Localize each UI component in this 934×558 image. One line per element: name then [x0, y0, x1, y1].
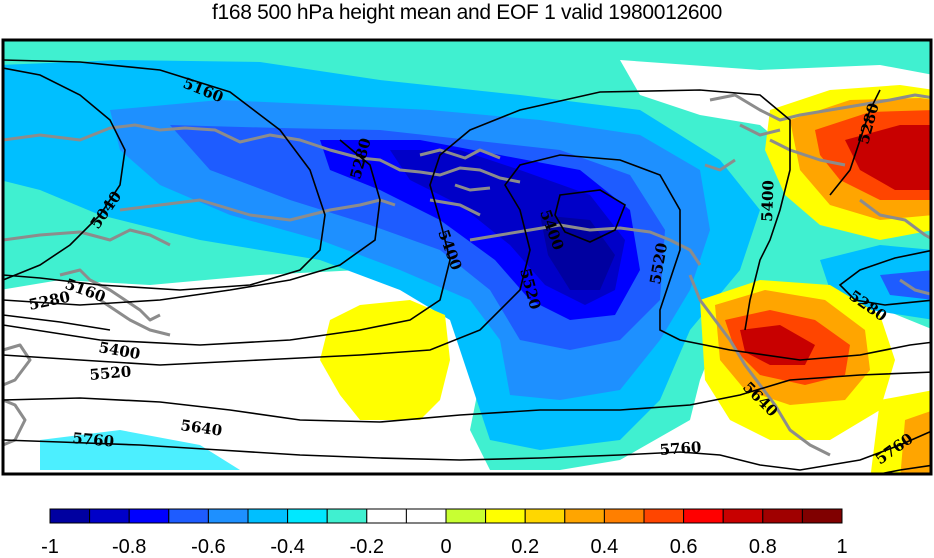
positive-region-southeast-orange — [900, 411, 931, 474]
colorbar-swatch — [445, 508, 487, 524]
colorbar-swatch — [326, 508, 368, 524]
colorbar-swatch — [683, 508, 724, 524]
contour-5160 — [3, 59, 326, 291]
contour-label: 5640 — [179, 416, 223, 440]
contour-5760 — [3, 430, 931, 471]
colorbar-swatch — [89, 508, 130, 524]
contour-label: 5760 — [659, 438, 702, 459]
neutral-region-southwest — [3, 270, 931, 474]
colorbar-swatch — [801, 508, 843, 524]
contour-label: 5520 — [89, 362, 132, 384]
contour-5280-east — [838, 249, 931, 306]
contour-closed-low — [554, 189, 626, 243]
contour-5280 — [3, 139, 381, 331]
contour-label: 5400 — [758, 180, 777, 222]
light-blue-band-east — [820, 245, 931, 320]
colorbar-swatch — [247, 508, 289, 524]
positive-region-northeast-core — [845, 125, 931, 190]
yellow-region-center — [320, 300, 450, 420]
colorbar-swatch — [207, 508, 249, 524]
coastline-canada-north — [709, 93, 931, 122]
colorbar-swatch — [168, 508, 209, 524]
plot-frame — [1, 38, 933, 476]
coastline-atlantic — [899, 278, 931, 296]
contour-5520 — [3, 154, 931, 366]
colorbar-swatch — [762, 508, 803, 524]
colorbar-tick-label: 0.2 — [511, 536, 540, 558]
positive-region-east-core — [740, 325, 815, 365]
height-contours — [3, 59, 931, 474]
colorbar-swatch — [128, 508, 170, 524]
contour-5400 — [3, 89, 791, 346]
colorbar-swatch — [287, 508, 328, 524]
colorbar-swatch — [643, 508, 685, 524]
colorbar-tick-label: 0.6 — [669, 536, 698, 558]
colorbar-tick-label: -1 — [41, 536, 59, 558]
colorbar-tick-label: -0.6 — [191, 536, 226, 558]
colorbar-swatch — [366, 508, 407, 524]
coastline-hudson — [769, 138, 931, 241]
colorbar-swatch — [564, 508, 605, 524]
colorbar-tick-label: 0.4 — [590, 536, 619, 558]
coastline-east-asia — [3, 228, 171, 337]
colorbar-swatch — [603, 508, 645, 524]
colorbar-tick-label: -0.8 — [111, 536, 147, 558]
core-blue-region — [540, 215, 615, 290]
coastline-canada-west — [688, 274, 831, 457]
colorbar-swatch — [49, 508, 91, 524]
contour-5280-northeast — [829, 89, 881, 196]
contour-5760-southeast — [875, 464, 931, 474]
coastline-asia-pacific — [119, 198, 396, 222]
colorbar-swatch — [524, 508, 566, 524]
colorbar-swatch — [722, 508, 764, 524]
colorbar-tick-label: 1 — [836, 536, 848, 558]
colorbar-tick-label: 0 — [440, 536, 452, 558]
eof-shading — [3, 40, 931, 474]
colorbar-tick-label: 0.8 — [748, 536, 777, 558]
coastline-arctic-islands — [419, 148, 501, 217]
colorbar-swatch — [485, 508, 526, 524]
colorbar-tick-label: -0.4 — [270, 536, 305, 558]
coastline-arctic-east — [704, 123, 781, 172]
contour-label: 5760 — [72, 429, 115, 451]
map-title: f168 500 hPa height mean and EOF 1 valid… — [211, 1, 723, 24]
coastline-japan — [3, 343, 32, 447]
coastline-north-asia — [3, 123, 521, 184]
colorbar-tick-label: -0.2 — [349, 536, 385, 558]
coastlines — [3, 93, 931, 457]
colorbar-swatch — [405, 508, 447, 524]
contour-5040 — [3, 67, 126, 281]
contour-5640 — [3, 371, 931, 423]
colorbar — [49, 508, 843, 524]
light-blue-band-south — [40, 430, 240, 470]
